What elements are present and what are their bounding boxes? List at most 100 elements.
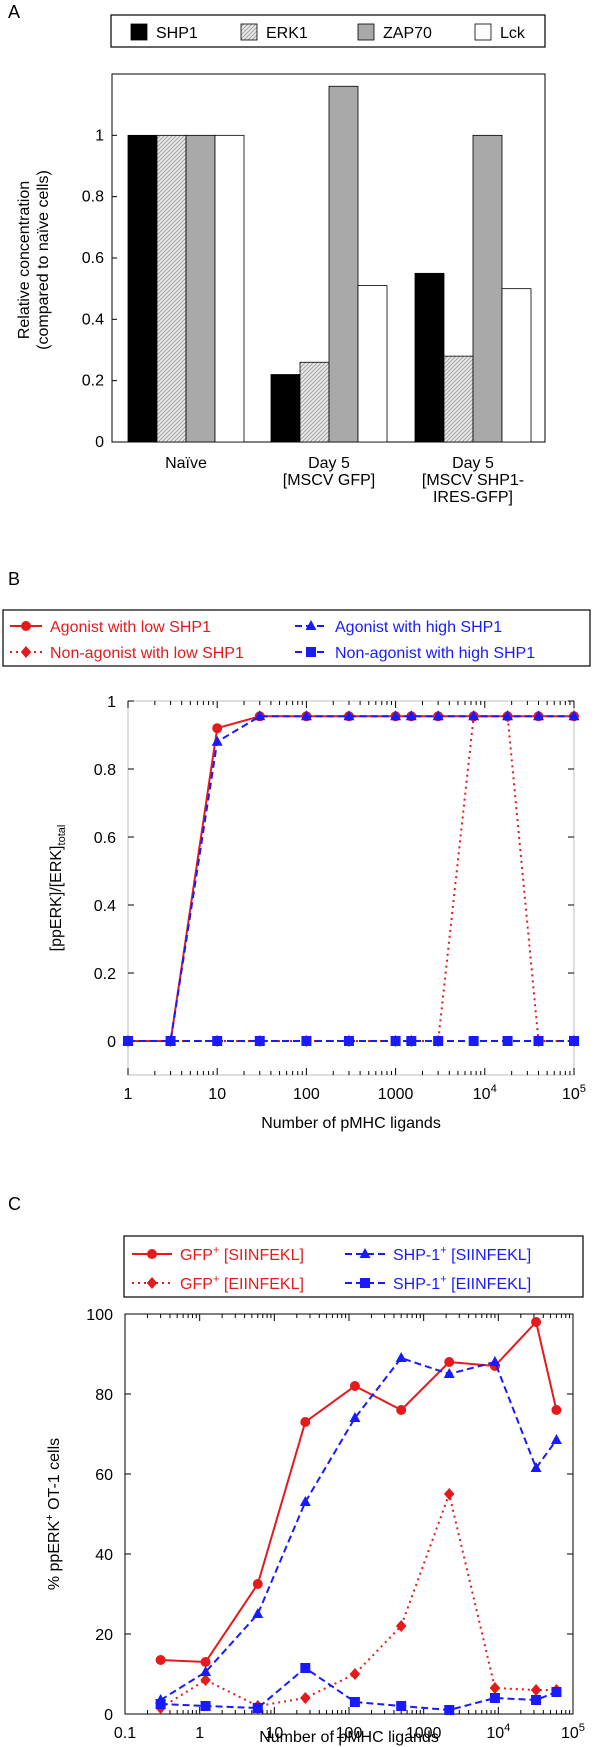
x-tick-label: 1 bbox=[195, 1725, 204, 1742]
legend-label-a: SHP1 bbox=[156, 25, 198, 42]
data-point bbox=[343, 1036, 354, 1046]
x-tick-label-a: Day 5 bbox=[308, 455, 350, 472]
legend-swatch-a bbox=[130, 23, 148, 41]
x-axis-label-b: Number of pMHC ligands bbox=[261, 1115, 441, 1132]
x-tick-label: 1000 bbox=[406, 1725, 442, 1742]
data-point bbox=[200, 1701, 211, 1711]
bar-chart-panel-a: SHP1 ERK1 ZAP70 Lck 0 0.2 0.4 0.6 0.8 1 Naïve Day… bbox=[16, 14, 546, 506]
bar bbox=[501, 288, 532, 443]
x-tick-label: 105 bbox=[562, 1083, 586, 1103]
bar bbox=[127, 134, 158, 443]
data-point bbox=[211, 735, 223, 746]
x-tick-label: 1 bbox=[124, 1086, 133, 1103]
panel-label-c: C bbox=[8, 1194, 21, 1214]
y-tick-label-a: 0.6 bbox=[82, 250, 104, 267]
x-tick-label: 10 bbox=[265, 1725, 283, 1742]
data-point bbox=[155, 1655, 166, 1665]
data-point bbox=[432, 710, 444, 721]
x-tick-label: 10 bbox=[208, 1086, 226, 1103]
legend-label-c: SHP-1+ [SIINFEKL] bbox=[393, 1245, 531, 1264]
legend-swatch-a bbox=[474, 23, 492, 41]
data-point bbox=[390, 710, 402, 721]
legend-a: SHP1 ERK1 ZAP70 Lck bbox=[130, 23, 526, 42]
data-point bbox=[530, 1684, 542, 1696]
data-point bbox=[489, 1682, 501, 1694]
data-point bbox=[165, 1036, 176, 1046]
legend-marker-b bbox=[306, 647, 316, 657]
x-tick-label-a: Naïve bbox=[165, 455, 207, 472]
legend-box-b bbox=[2, 609, 591, 667]
x-tick-label: 104 bbox=[486, 1722, 510, 1742]
x-tick-label-a: [MSCV SHP1- bbox=[422, 472, 524, 489]
data-point bbox=[349, 1412, 361, 1422]
data-point bbox=[349, 1697, 360, 1707]
data-point bbox=[489, 1693, 500, 1703]
y-tick-label-a: 0 bbox=[95, 434, 104, 451]
series-c bbox=[155, 1317, 562, 1715]
x-tick-label-a: Day 5 bbox=[452, 455, 494, 472]
y-tick-label-a: 0.4 bbox=[82, 311, 104, 328]
series-line bbox=[160, 1666, 557, 1712]
bar bbox=[270, 374, 301, 443]
line-chart-panel-b: Agonist with low SHP1 Non-agonist with lo… bbox=[2, 609, 591, 1132]
data-point bbox=[349, 1381, 360, 1391]
data-point bbox=[405, 710, 417, 721]
x-tick-label: 104 bbox=[473, 1083, 497, 1103]
legend-label-a: ZAP70 bbox=[383, 25, 432, 42]
bar bbox=[185, 134, 216, 443]
panel-label-a: A bbox=[8, 2, 20, 22]
legend-label-b: Non-agonist with low SHP1 bbox=[50, 645, 244, 662]
y-tick-label-a: 0.2 bbox=[82, 373, 104, 390]
data-point bbox=[530, 1462, 542, 1472]
series-line bbox=[160, 1356, 558, 1701]
legend-marker-b bbox=[21, 621, 31, 631]
series-line bbox=[128, 715, 574, 1042]
legend-b: Agonist with low SHP1 Non-agonist with lo… bbox=[10, 619, 535, 662]
y-tick-label: 60 bbox=[95, 1467, 113, 1484]
y-tick-label: 100 bbox=[86, 1307, 113, 1324]
y-tick-label-a: 1 bbox=[95, 127, 104, 144]
y-tick-label: 20 bbox=[95, 1627, 113, 1644]
y-axis-label-a-line2: (compared to naïve cells) bbox=[35, 170, 52, 350]
legend-box-c bbox=[123, 1235, 584, 1298]
bar bbox=[156, 134, 187, 443]
data-point bbox=[489, 1356, 501, 1366]
data-point bbox=[395, 1352, 407, 1362]
legend-marker-c bbox=[146, 1277, 158, 1289]
x-tick-label: 105 bbox=[561, 1722, 585, 1742]
x-tick-label: 100 bbox=[293, 1086, 320, 1103]
data-point bbox=[396, 1701, 407, 1711]
data-point bbox=[531, 1695, 542, 1705]
panel-label-b: B bbox=[8, 569, 20, 589]
data-point bbox=[551, 1405, 562, 1415]
data-point bbox=[254, 1036, 265, 1046]
data-point bbox=[502, 710, 514, 721]
data-point bbox=[123, 1036, 133, 1046]
bar bbox=[299, 361, 330, 443]
data-point bbox=[444, 1357, 455, 1367]
data-point bbox=[396, 1405, 407, 1415]
data-point bbox=[502, 1036, 513, 1046]
data-point bbox=[343, 710, 355, 721]
series-line bbox=[160, 1490, 557, 1709]
plot-frame-b bbox=[127, 700, 575, 1076]
y-tick-label: 0 bbox=[104, 1707, 113, 1724]
y-axis-label-b: [ppERK]/[ERK]total bbox=[48, 825, 68, 952]
data-point bbox=[299, 1496, 311, 1506]
legend-marker-c bbox=[360, 1278, 370, 1288]
data-point bbox=[155, 1699, 166, 1709]
y-tick-label: 80 bbox=[95, 1387, 113, 1404]
y-tick-label: 0.6 bbox=[94, 830, 116, 847]
bar bbox=[414, 272, 445, 443]
plot-frame-c bbox=[124, 1313, 574, 1715]
y-tick-label: 0 bbox=[107, 1034, 116, 1051]
data-point bbox=[300, 1692, 311, 1704]
legend-marker-b bbox=[20, 646, 32, 658]
axes-c: 0 20 40 60 80 100 0.1 1 10 100 1000 104 105 bbox=[86, 1307, 585, 1742]
bar bbox=[214, 134, 245, 443]
x-tick-label: 0.1 bbox=[114, 1725, 136, 1742]
data-point bbox=[569, 1036, 579, 1046]
legend-label-b: Non-agonist with high SHP1 bbox=[335, 645, 535, 662]
y-tick-label: 1 bbox=[107, 694, 116, 711]
